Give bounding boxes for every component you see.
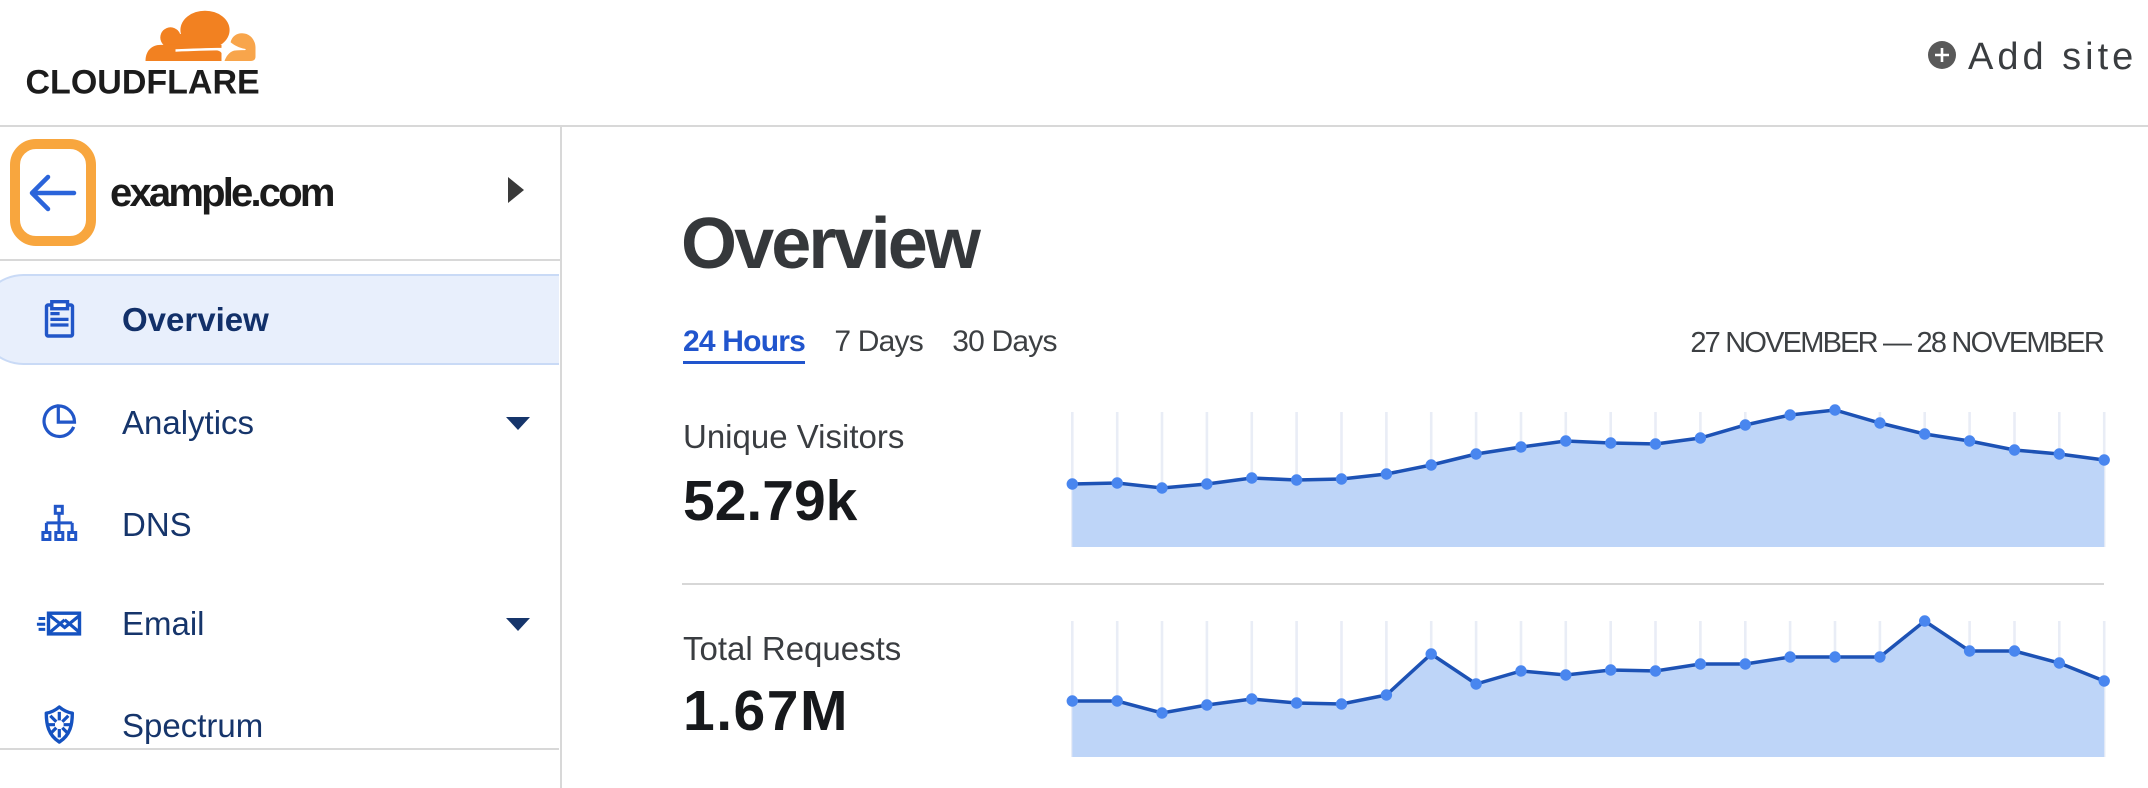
svg-text:CLOUDFLARE: CLOUDFLARE xyxy=(26,64,260,102)
